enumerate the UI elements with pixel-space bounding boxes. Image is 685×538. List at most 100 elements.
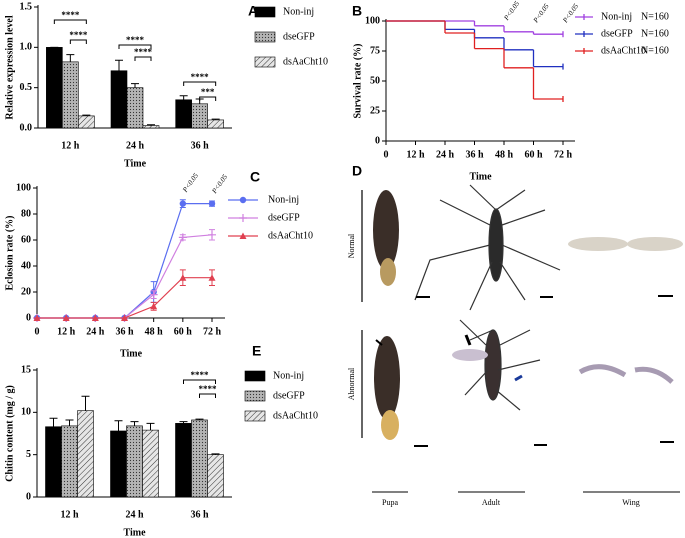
wing-photo xyxy=(568,237,628,251)
x-tick-label: 36 h xyxy=(465,149,484,160)
bar xyxy=(78,115,95,129)
bar xyxy=(191,419,208,498)
error-bar xyxy=(131,83,139,88)
legend-label: Non-inj xyxy=(268,194,299,205)
x-axis-title: Time xyxy=(120,348,143,359)
bar xyxy=(142,429,159,498)
bar xyxy=(77,410,94,498)
legend-label: Non-inj xyxy=(273,370,304,381)
legend-note: N=160 xyxy=(641,11,669,22)
photo-panel: D Normal Abnormal Pupa Ad xyxy=(347,163,683,507)
x-axis-title: Time xyxy=(123,527,146,538)
legend-label: dsAaCht10 xyxy=(283,56,328,67)
bar xyxy=(110,430,127,498)
legend-label: dsAaCht10 xyxy=(268,230,313,241)
chart: E 0 5 10 15 Chitin content (mg / g) Time 12 h 24… xyxy=(4,343,318,538)
marker xyxy=(208,200,216,207)
chart: A 0.0 0.5 1.0 1.5 Relative expression level Ti… xyxy=(4,1,328,169)
y-tick-label: 100 xyxy=(365,15,380,26)
legend-label: dsAaCht10 xyxy=(601,45,646,56)
error-bar xyxy=(65,419,74,426)
line xyxy=(37,203,212,319)
chart: B 0 25 50 75 100 Survival rate (%) Time 0 12 h 24 … xyxy=(352,0,669,182)
pupa-photo xyxy=(381,410,399,440)
y-tick-label: 0.0 xyxy=(20,122,33,133)
error-bar xyxy=(195,418,204,420)
significance-label: *** xyxy=(201,87,215,97)
x-axis-title: Time xyxy=(124,158,147,169)
x-tick-label: 12 h xyxy=(57,326,76,337)
pupa-photo xyxy=(373,190,399,270)
panel-label: D xyxy=(352,163,362,179)
significance-label: **** xyxy=(199,384,218,394)
bar xyxy=(126,87,144,129)
marker xyxy=(149,290,158,299)
y-axis-title: Eclosion rate (%) xyxy=(4,216,15,291)
y-tick-label: 15 xyxy=(21,364,31,375)
error-bar xyxy=(179,421,188,424)
legend-label: dseGFP xyxy=(273,390,305,401)
legend-marker xyxy=(239,214,247,222)
error-bar xyxy=(114,420,123,431)
y-tick-label: 5 xyxy=(26,449,31,460)
x-tick-label: 36 h xyxy=(115,326,134,337)
error-bar xyxy=(130,421,139,426)
error-bar xyxy=(147,124,155,126)
error-bar xyxy=(82,114,91,116)
significance-bracket xyxy=(183,379,216,384)
bar xyxy=(191,103,208,129)
column-label: Pupa xyxy=(382,498,398,507)
x-axis-title: Time xyxy=(469,171,492,182)
marker xyxy=(208,230,216,239)
marker xyxy=(91,314,99,321)
significance-label: **** xyxy=(126,35,145,45)
legend-label: dseGFP xyxy=(268,212,300,223)
legend-swatch xyxy=(575,48,593,54)
marker xyxy=(179,200,187,207)
line xyxy=(37,277,212,319)
p-value: P<0.05 xyxy=(561,2,581,25)
pupa-photo xyxy=(380,258,396,286)
x-tick-label: 12 h xyxy=(406,149,425,160)
bar xyxy=(61,425,78,498)
bar xyxy=(62,61,79,129)
marker xyxy=(179,274,187,281)
legend-label: dseGFP xyxy=(283,31,315,42)
marker xyxy=(178,233,187,242)
x-tick-label: 48 h xyxy=(145,326,164,337)
pupa-photo xyxy=(374,336,400,420)
marker xyxy=(33,314,41,321)
y-tick-label: 0.5 xyxy=(20,82,33,93)
significance-label: **** xyxy=(69,30,88,40)
legend-label: dsAaCht10 xyxy=(273,410,318,421)
y-tick-label: 20 xyxy=(21,286,31,297)
legend-swatch xyxy=(575,14,593,20)
y-tick-label: 80 xyxy=(21,208,31,219)
legend-marker xyxy=(239,232,247,239)
error-bar xyxy=(66,54,75,62)
y-axis-title: Survival rate (%) xyxy=(352,44,363,119)
legend-label: dseGFP xyxy=(601,28,633,39)
wing-photo xyxy=(634,366,674,384)
legend-swatch xyxy=(244,410,266,422)
y-tick-label: 40 xyxy=(21,260,31,271)
error-bar xyxy=(179,95,188,100)
chart: C 0 20 40 60 80 100 Eclosion rate (%) Time 0 12 h 2… xyxy=(4,169,313,360)
y-tick-label: 1.0 xyxy=(20,42,33,53)
legend-marker xyxy=(239,196,247,204)
significance-label: **** xyxy=(191,72,210,82)
marker xyxy=(150,302,158,310)
arrow xyxy=(514,374,523,382)
y-tick-label: 1.5 xyxy=(20,1,33,12)
marker xyxy=(121,314,128,321)
scale-bars xyxy=(414,295,674,447)
panel-label: E xyxy=(252,343,261,359)
y-tick-label: 50 xyxy=(370,75,380,86)
p-value: P<0.05 xyxy=(181,171,201,194)
significance-bracket xyxy=(53,19,87,24)
x-tick-label: 24 h xyxy=(436,149,455,160)
legend-swatch xyxy=(244,390,266,402)
panel-label: A xyxy=(248,3,258,19)
column-label: Wing xyxy=(622,498,639,507)
